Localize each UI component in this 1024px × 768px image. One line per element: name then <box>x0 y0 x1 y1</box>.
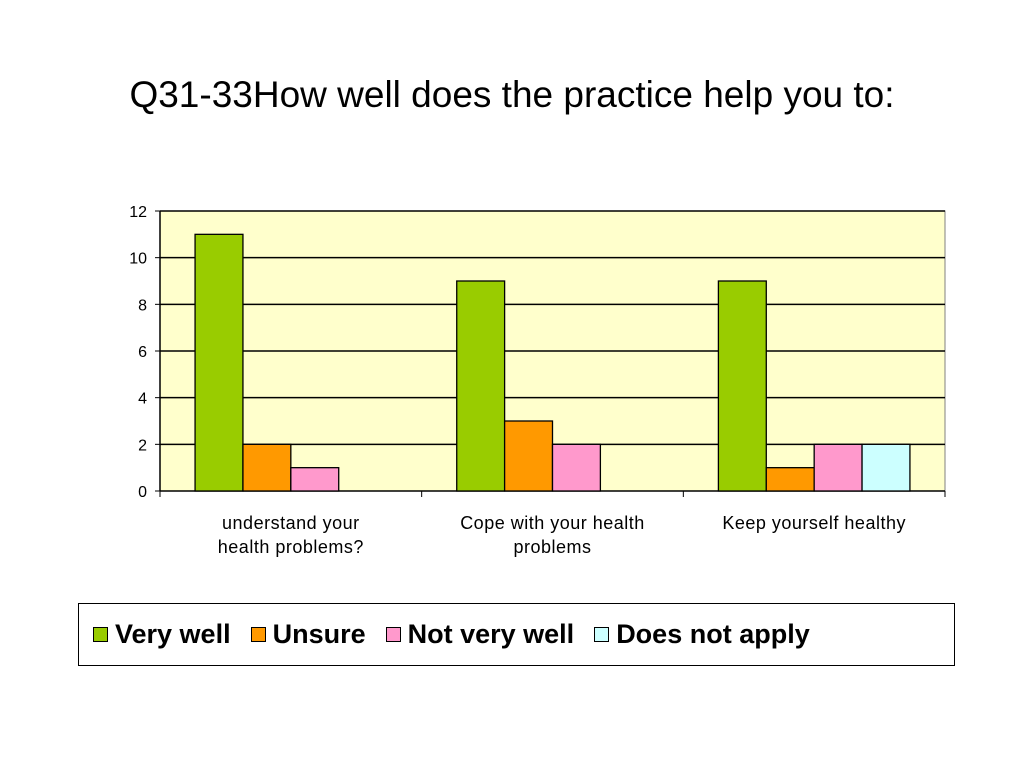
bar-unsure <box>242 443 292 492</box>
legend-swatch <box>385 627 401 642</box>
legend-label: Unsure <box>272 619 366 649</box>
bar-not-very-well <box>551 443 602 492</box>
bar-very-well <box>194 233 244 492</box>
bar-very-well <box>456 280 506 492</box>
legend-label: Very well <box>115 619 231 649</box>
slide-title: Q31-33How well does the practice help yo… <box>129 74 895 115</box>
y-tick-label: 10 <box>129 251 147 268</box>
legend-item: Not very well <box>385 619 575 650</box>
legend-label: Not very well <box>407 619 575 649</box>
y-tick-label: 12 <box>129 204 147 221</box>
bar-unsure <box>765 467 815 492</box>
y-tick-label: 0 <box>138 484 147 501</box>
bar-not-very-well <box>290 467 340 492</box>
y-tick-label: 8 <box>138 297 147 314</box>
legend-swatch <box>594 627 610 642</box>
x-category-label: Keep yourself healthy <box>722 513 906 533</box>
legend-item: Does not apply <box>594 619 810 650</box>
x-category-label: Cope with your health problems <box>460 513 645 557</box>
x-category-label: understand your health problems? <box>218 513 364 557</box>
bar-not-very-well <box>813 443 863 492</box>
chart-legend: Very well Unsure Not very well Does not app… <box>78 603 955 666</box>
bar-very-well <box>717 280 767 492</box>
legend-label: Does not apply <box>616 619 810 649</box>
legend-item: Very well <box>93 619 231 650</box>
bar-does-not-apply <box>861 443 911 492</box>
y-tick-label: 4 <box>138 391 147 408</box>
bar-unsure <box>503 420 554 492</box>
bar-chart: 0 2 4 6 8 10 12 understand your health problems?… <box>129 204 946 557</box>
legend-item: Unsure <box>250 619 366 650</box>
y-tick-label: 6 <box>138 344 147 361</box>
legend-swatch <box>250 627 266 642</box>
y-tick-label: 2 <box>138 437 147 454</box>
legend-swatch <box>93 627 108 642</box>
